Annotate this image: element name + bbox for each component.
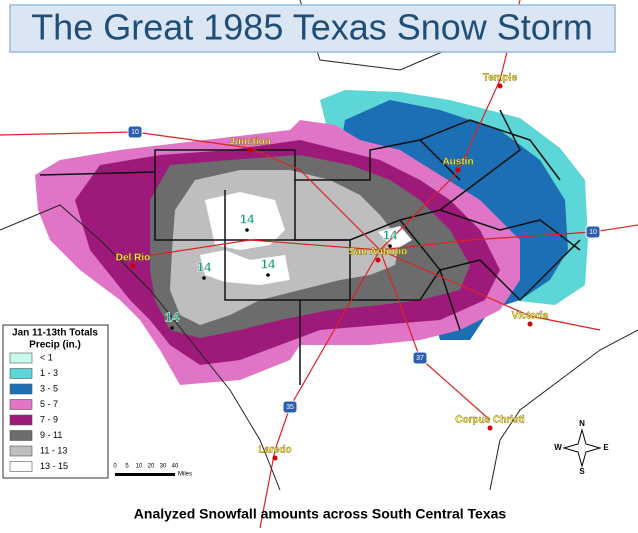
road: [0, 0, 521, 251]
highway-shield: [282, 400, 298, 414]
highway-shield: [127, 125, 143, 139]
highway-shield: [412, 351, 428, 365]
title-box: [9, 4, 616, 53]
scale-label: 5: [125, 464, 129, 470]
scale-label: 10: [136, 464, 143, 470]
city-dot: [455, 167, 461, 173]
snow-total: 14: [383, 227, 398, 242]
compass-letter: S: [579, 467, 585, 476]
compass-letter: N: [579, 419, 585, 428]
city-dot: [247, 147, 253, 153]
city-dot: [497, 83, 503, 89]
road: [259, 249, 381, 529]
county-line: [350, 268, 461, 331]
city-label: Austin: [442, 157, 473, 168]
legend-swatch: [9, 399, 33, 410]
legend-label: 9 - 11: [40, 430, 62, 440]
legend-label: 13 - 15: [40, 461, 68, 471]
highway-number: 35: [286, 404, 294, 411]
scale-bar: [115, 473, 175, 476]
snow-total: 14: [197, 259, 212, 274]
county-line: [224, 190, 300, 301]
scale-label: 30: [160, 464, 167, 470]
snow-total: 14: [240, 211, 255, 226]
compass-rose: [562, 428, 602, 468]
snow-dot: [266, 273, 270, 277]
legend-label: < 1: [40, 352, 53, 362]
city-dot: [375, 257, 381, 263]
legend-swatch: [9, 430, 33, 441]
river-border: [0, 204, 281, 491]
legend-swatch: [9, 414, 33, 426]
city-dot: [130, 263, 136, 269]
scale-label: 0: [113, 464, 117, 470]
snow-dot: [202, 276, 206, 280]
scale-unit: Miles: [178, 472, 192, 478]
snow-dot: [245, 228, 249, 232]
road: [132, 239, 381, 259]
zone-13-15: [378, 226, 412, 250]
snow-total: 14: [165, 309, 180, 324]
highway-shield: [585, 225, 601, 239]
title: The Great 1985 Texas Snow Storm: [31, 7, 593, 48]
county-lines: [39, 109, 581, 385]
county-line: [439, 209, 581, 251]
legend-swatch: [9, 352, 33, 364]
city-label: Del Rio: [116, 253, 150, 264]
highway-number: 37: [416, 355, 424, 362]
legend-label: 7 - 9: [40, 414, 58, 424]
road: [379, 224, 638, 251]
city-label: Victoria: [512, 311, 549, 322]
highway-number: 10: [131, 129, 139, 136]
county-line: [294, 109, 521, 241]
city-dot: [527, 321, 533, 327]
legend-label: 3 - 5: [40, 383, 58, 393]
coastline: [489, 329, 638, 491]
snow-total: 14: [261, 256, 276, 271]
county-line: [419, 119, 561, 181]
legend-swatch: [9, 461, 33, 472]
road: [379, 249, 601, 331]
compass-letter: E: [603, 443, 609, 452]
city-label: Laredo: [258, 445, 291, 456]
legend-label: 1 - 3: [40, 368, 58, 378]
scale-label: 40: [172, 464, 179, 470]
city-dot: [487, 425, 493, 431]
legend-label: 5 - 7: [40, 399, 58, 409]
county-line: [154, 139, 461, 181]
city-label: San Antonio: [349, 247, 408, 258]
city-label: Junction: [229, 137, 271, 148]
legend-swatch: [9, 368, 33, 379]
legend-label: 11 - 13: [40, 445, 67, 455]
compass-letter: W: [554, 443, 562, 452]
legend-swatch: [9, 445, 33, 457]
highway-number: 10: [589, 229, 597, 236]
city-label: Temple: [483, 73, 518, 84]
snow-dot: [388, 244, 392, 248]
city-label: Corpus Christi: [455, 415, 525, 426]
scale-label: 20: [148, 464, 155, 470]
legend-swatch: [9, 383, 33, 395]
city-dot: [272, 455, 278, 461]
legend-title: Jan 11-13th Totals: [12, 328, 98, 339]
county-line: [399, 219, 581, 302]
caption: Analyzed Snowfall amounts across South C…: [134, 506, 507, 522]
legend-subtitle: Precip (in.): [29, 340, 81, 351]
snow-dot: [170, 326, 174, 330]
